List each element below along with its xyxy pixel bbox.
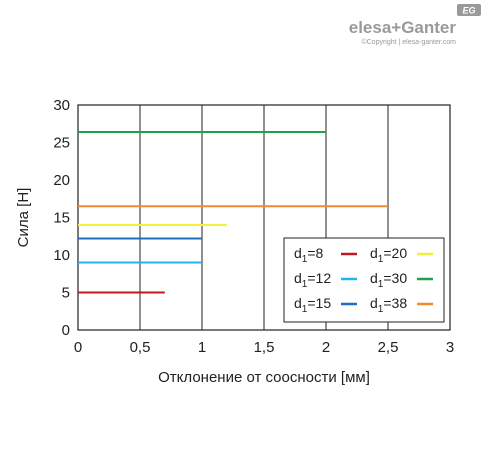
- x-tick-label: 0: [74, 339, 82, 356]
- legend-label: d1=15: [294, 295, 331, 315]
- y-tick-labels: 0 5 10 15 20 25 30: [53, 97, 70, 339]
- y-tick-label: 30: [53, 97, 70, 114]
- y-tick-label: 20: [53, 172, 70, 189]
- brand-logo: EG elesa+Ganter ©Copyright | elesa-gante…: [349, 4, 481, 46]
- plot-area: 0 0,5 1 1,5 2 2,5 3 0 5 10 15 20 25 30: [53, 97, 454, 356]
- legend-label: d1=30: [370, 270, 407, 290]
- y-axis-title: Сила [Н]: [15, 188, 32, 248]
- y-tick-label: 25: [53, 135, 70, 152]
- y-tick-label: 5: [62, 285, 70, 302]
- legend: d1=8 d1=20 d1=12 d1=30 d1=15 d1=38: [283, 237, 445, 323]
- copyright-text: ©Copyright | elesa-ganter.com: [361, 38, 456, 46]
- x-axis-title: Отклонение от соосности [мм]: [158, 369, 370, 386]
- x-tick-label: 1,5: [254, 339, 275, 356]
- legend-label: d1=8: [294, 245, 324, 265]
- y-tick-label: 15: [53, 210, 70, 227]
- series-lines: [78, 131, 388, 294]
- badge-text: EG: [462, 6, 475, 16]
- x-tick-label: 3: [446, 339, 454, 356]
- y-tick-label: 10: [53, 247, 70, 264]
- x-tick-label: 2,5: [378, 339, 399, 356]
- legend-label: d1=38: [370, 295, 407, 315]
- x-tick-label: 0,5: [130, 339, 151, 356]
- legend-label: d1=12: [294, 270, 331, 290]
- badge-box: [457, 4, 481, 16]
- brand-name: elesa+Ganter: [349, 18, 457, 37]
- x-tick-label: 1: [198, 339, 206, 356]
- x-tick-labels: 0 0,5 1 1,5 2 2,5 3: [74, 339, 454, 356]
- x-tick-label: 2: [322, 339, 330, 356]
- y-tick-label: 0: [62, 322, 70, 339]
- legend-label: d1=20: [370, 245, 407, 265]
